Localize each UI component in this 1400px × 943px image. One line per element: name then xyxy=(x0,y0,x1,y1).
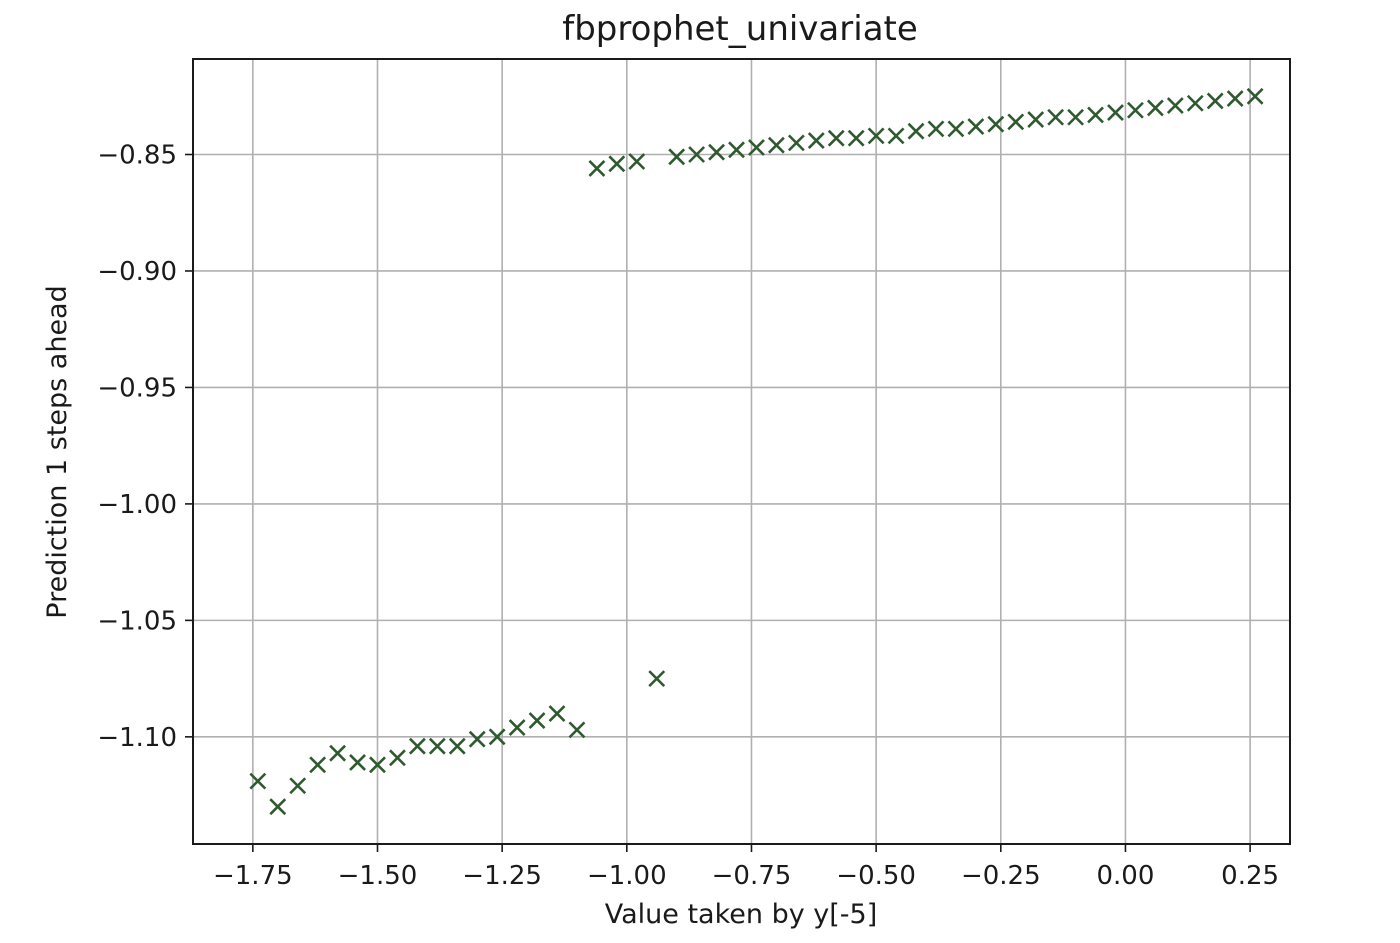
x-tick-label: −1.00 xyxy=(587,861,667,891)
data-point xyxy=(488,728,506,746)
x-tick-label: −1.50 xyxy=(338,861,418,891)
data-point xyxy=(249,772,267,790)
data-point xyxy=(428,737,446,755)
data-point xyxy=(967,118,985,135)
data-point xyxy=(468,730,486,748)
data-point xyxy=(608,155,626,173)
data-point xyxy=(1206,92,1224,110)
y-tick-label: −1.10 xyxy=(97,723,177,753)
data-point xyxy=(668,148,686,166)
data-points xyxy=(249,87,1264,816)
data-point xyxy=(787,134,805,152)
data-point xyxy=(1166,97,1184,115)
y-tick-label: −0.85 xyxy=(97,141,177,171)
x-tick-label: −1.25 xyxy=(462,861,542,891)
data-point xyxy=(907,122,925,140)
data-point xyxy=(708,143,725,161)
x-tick-label: −1.75 xyxy=(213,861,293,891)
data-point xyxy=(508,719,526,736)
data-point xyxy=(1186,94,1204,112)
data-point xyxy=(309,756,327,774)
data-point xyxy=(408,737,426,755)
data-point xyxy=(1007,113,1025,131)
x-axis-label: Value taken by y[-5] xyxy=(605,899,878,930)
data-point xyxy=(688,146,706,163)
data-point xyxy=(648,670,666,688)
data-point xyxy=(1027,111,1045,128)
data-point xyxy=(528,712,546,729)
data-point xyxy=(1087,106,1104,124)
data-point xyxy=(448,737,466,755)
data-point xyxy=(628,153,646,170)
data-point xyxy=(947,120,965,138)
x-tick-label: 0.00 xyxy=(1097,861,1155,891)
data-point xyxy=(847,129,865,147)
x-tick-label: −0.50 xyxy=(836,861,916,891)
x-tick-label: −0.25 xyxy=(961,861,1041,891)
data-point xyxy=(389,749,406,767)
data-point xyxy=(1127,101,1144,119)
chart-title: fbprophet_univariate xyxy=(562,9,918,49)
data-point xyxy=(867,127,885,145)
data-point xyxy=(887,127,905,145)
data-point xyxy=(1246,87,1264,105)
data-point xyxy=(1047,108,1065,126)
y-tick-label: −1.00 xyxy=(97,490,177,520)
data-point xyxy=(329,744,347,762)
x-tick-label: −0.75 xyxy=(712,861,792,891)
data-point xyxy=(1146,99,1164,117)
data-point xyxy=(807,132,825,149)
data-point xyxy=(927,120,945,138)
y-tick-label: −1.05 xyxy=(97,606,177,636)
data-point xyxy=(568,721,586,739)
x-tick-label: 0.25 xyxy=(1221,861,1279,891)
data-point xyxy=(987,115,1005,133)
data-point xyxy=(827,129,845,147)
data-point xyxy=(548,705,566,722)
data-point xyxy=(269,798,287,816)
data-point xyxy=(1107,104,1124,121)
plot-frame xyxy=(192,58,1291,845)
axis-ticks: −1.75 −1.50 −1.25 −1.00 −0.75 −0.50 −0.25 0.00 0… xyxy=(97,141,1279,891)
grid xyxy=(193,59,1290,844)
data-point xyxy=(588,160,606,177)
data-point xyxy=(728,141,745,159)
y-axis-label: Prediction 1 steps ahead xyxy=(42,285,73,618)
data-point xyxy=(349,754,366,771)
data-point xyxy=(748,139,765,156)
data-point xyxy=(767,136,785,154)
data-point xyxy=(369,756,386,774)
data-point xyxy=(289,777,307,795)
y-tick-label: −0.90 xyxy=(97,257,177,287)
y-tick-label: −0.95 xyxy=(97,373,177,403)
data-point xyxy=(1067,108,1085,126)
data-point xyxy=(1226,90,1244,108)
